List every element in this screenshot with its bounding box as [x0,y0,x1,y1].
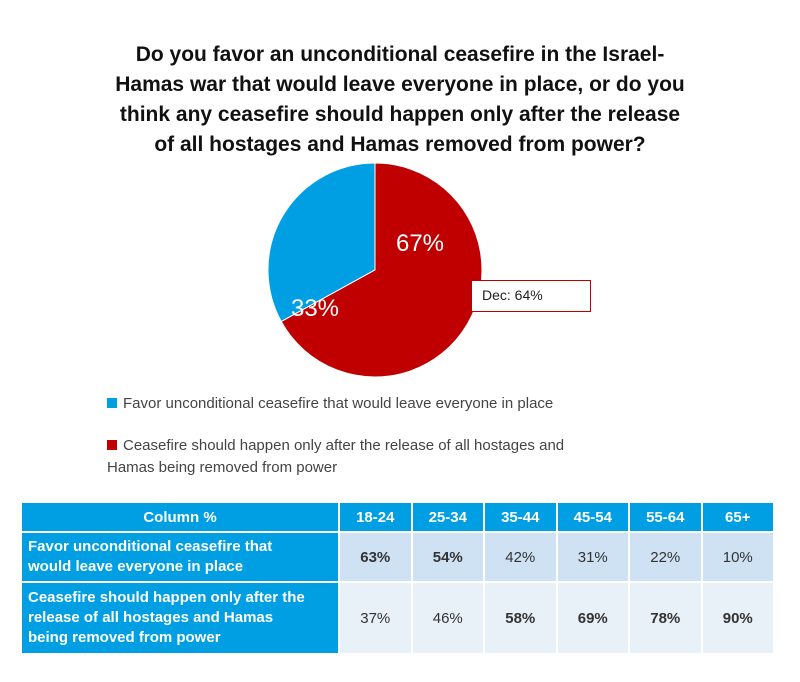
header-cell: 35-44 [483,501,558,533]
pie-slice-favor-unconditional [267,162,376,323]
table-cell: 31% [555,531,630,583]
header-cell: Column % [20,501,340,533]
title-line: think any ceasefire should happen only a… [119,103,681,126]
row-label: Ceasefire should happen only after the r… [20,581,340,655]
table-cell: 46% [410,581,485,655]
row-label-line: Favor unconditional ceasefire that [28,538,273,555]
legend-item-after-hostages-release: Ceasefire should happen only after the r… [107,435,707,479]
row-label: Favor unconditional ceasefire that would… [20,531,340,583]
row-label-line: being removed from power [28,629,221,646]
title-line: Hamas war that would leave everyone in p… [115,73,685,96]
legend-label: Favor unconditional ceasefire that would… [123,395,554,412]
header-cell: 25-34 [410,501,485,533]
legend-swatch-blue [107,398,117,408]
row-label-line: release of all hostages and Hamas [28,609,274,626]
table-cell: 90% [700,581,775,655]
table-cell: 58% [483,581,558,655]
table-cell: 42% [483,531,558,583]
pie-label-after-hostages-release: 67% [396,230,444,257]
age-breakdown-table: Column % 18-24 25-34 35-44 45-54 55-64 6… [20,501,775,655]
row-label-line: Ceasefire should happen only after the [28,589,305,606]
table-cell: 22% [628,531,703,583]
table-cell: 69% [555,581,630,655]
table-header-row: Column % 18-24 25-34 35-44 45-54 55-64 6… [20,501,775,533]
table-cell: 54% [410,531,485,583]
table-cell: 10% [700,531,775,583]
pie-slice-after-hostages-release [280,162,483,378]
table-cell: 63% [338,531,413,583]
header-cell: 18-24 [338,501,413,533]
pie-label-favor-unconditional: 33% [291,295,339,322]
legend-item-favor-unconditional: Favor unconditional ceasefire that would… [107,393,553,415]
header-cell: 65+ [700,501,775,533]
chart-title: Do you favor an unconditional ceasefire … [60,40,740,160]
row-label-line: would leave everyone in place [28,558,244,575]
table-row: Ceasefire should happen only after the r… [20,581,775,655]
table-cell: 37% [338,581,413,655]
dec-callout: Dec: 64% [471,280,591,312]
legend-swatch-red [107,440,117,450]
header-cell: 55-64 [628,501,703,533]
legend-label: Ceasefire should happen only after the r… [123,437,565,454]
title-line: of all hostages and Hamas removed from p… [154,133,646,156]
title-line: Do you favor an unconditional ceasefire … [135,43,665,66]
table-cell: 78% [628,581,703,655]
table-row: Favor unconditional ceasefire that would… [20,531,775,583]
legend-label: Hamas being removed from power [107,459,338,476]
header-cell: 45-54 [555,501,630,533]
